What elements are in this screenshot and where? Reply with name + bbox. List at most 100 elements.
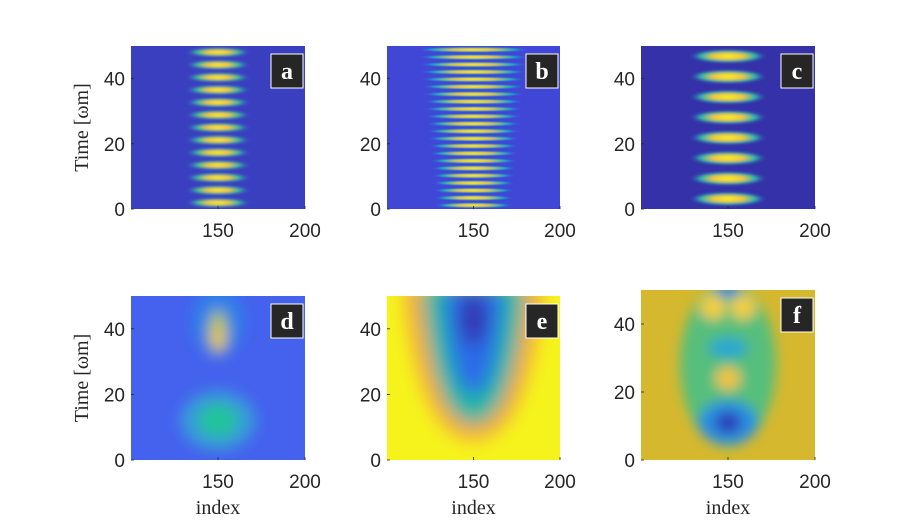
fringe <box>430 172 517 179</box>
fringe <box>420 83 527 90</box>
plot-area-d <box>131 296 305 460</box>
panel-badge-f: f <box>780 297 814 333</box>
y-tick-label: 0 <box>370 200 381 221</box>
upper-band <box>708 337 748 358</box>
fringe <box>688 150 768 166</box>
middle-spot <box>716 367 740 390</box>
fringe <box>422 98 525 105</box>
badge-label: e <box>537 309 548 335</box>
fringe <box>184 197 252 208</box>
x-tick-label: 150 <box>458 221 490 242</box>
badge-label: b <box>535 59 548 85</box>
fringe <box>418 69 529 75</box>
y-tick-label: 20 <box>104 385 125 406</box>
blob-lower <box>198 403 238 438</box>
fringe <box>688 109 768 125</box>
x-tick-label: 150 <box>202 472 234 493</box>
x-tick-label: 200 <box>289 221 321 242</box>
plot-area-c <box>641 46 815 209</box>
fringe <box>184 59 252 71</box>
fringe <box>424 120 523 127</box>
axes-d: 0 20 40 150 200 index Time [ωm] <box>71 320 321 519</box>
fringe <box>184 159 252 171</box>
fringe <box>184 122 252 133</box>
badge-box <box>525 53 559 89</box>
badge-box <box>525 303 559 339</box>
fringe <box>688 69 768 84</box>
y-tick-label: 20 <box>360 135 381 156</box>
x-tick-label: 150 <box>458 472 490 493</box>
fringe <box>688 89 768 105</box>
fringe <box>422 106 525 112</box>
core <box>459 296 488 345</box>
badge-box <box>780 297 814 333</box>
fringe <box>416 46 531 53</box>
x-tick-label: 200 <box>799 221 831 242</box>
fringe <box>427 150 520 157</box>
panel-badge-e: e <box>525 303 559 339</box>
axes-b: 0 20 40 150 200 <box>360 70 576 242</box>
y-tick-label: 40 <box>360 70 381 91</box>
x-axis-label: index <box>706 497 750 519</box>
x-axis-label: index <box>196 497 240 519</box>
y-tick-label: 0 <box>114 451 125 472</box>
fringe <box>184 184 252 196</box>
fringe <box>426 135 521 142</box>
fringe <box>432 195 515 201</box>
upper-spot-left <box>701 295 725 319</box>
fringe <box>428 158 519 164</box>
y-tick-label: 0 <box>370 451 381 472</box>
panel-a: 0 20 40 150 200 Time [ωm] a <box>71 46 321 242</box>
y-tick-label: 0 <box>624 451 635 472</box>
x-tick-label: 200 <box>799 472 831 493</box>
panel-f: 0 20 40 150 200 index f <box>614 290 831 519</box>
panel-badge-b: b <box>525 53 559 89</box>
upper-spot-right <box>731 295 755 319</box>
x-tick-label: 200 <box>289 472 321 493</box>
axes-c: 0 20 40 150 200 <box>614 70 831 242</box>
fringe <box>688 130 768 146</box>
panel-badge-a: a <box>270 53 304 89</box>
y-tick-label: 20 <box>614 135 635 156</box>
x-tick-label: 150 <box>712 221 744 242</box>
fringe <box>184 47 252 58</box>
x-axis-label: index <box>451 497 495 519</box>
fringe <box>184 134 252 146</box>
panel-c: 0 20 40 150 200 c <box>614 46 831 242</box>
y-tick-label: 20 <box>614 383 635 404</box>
badge-label: a <box>281 59 293 85</box>
axes-e: 0 20 40 150 200 index <box>360 320 576 519</box>
y-tick-label: 40 <box>104 70 125 91</box>
x-tick-label: 150 <box>202 221 234 242</box>
x-tick-label: 200 <box>544 472 576 493</box>
fringe <box>431 180 516 186</box>
axes-a: 0 20 40 150 200 Time [ωm] <box>71 70 321 242</box>
x-tick-label: 150 <box>712 472 744 493</box>
fringe <box>425 128 522 135</box>
fringe <box>419 76 528 83</box>
badge-box <box>780 53 814 89</box>
y-tick-label: 20 <box>104 135 125 156</box>
y-tick-label: 20 <box>360 385 381 406</box>
badge-label: c <box>792 59 803 85</box>
panel-e: 0 20 40 150 200 index e <box>360 296 576 519</box>
x-tick-label: 200 <box>544 221 576 242</box>
fringe <box>184 84 252 96</box>
fringe <box>421 91 526 97</box>
badge-label: f <box>793 303 802 329</box>
fringe <box>433 202 514 209</box>
top-spot <box>714 290 742 297</box>
fringe <box>417 61 530 68</box>
axes-f: 0 20 40 150 200 index <box>614 315 831 519</box>
column-hot <box>212 326 224 351</box>
panel-d: 0 20 40 150 200 index Time [ωm] d <box>71 296 321 519</box>
lower-core <box>715 411 741 434</box>
fringe <box>423 113 524 120</box>
fringe <box>184 72 252 83</box>
panel-badge-c: c <box>780 53 814 89</box>
fringe <box>184 147 252 158</box>
panel-badge-d: d <box>270 303 304 339</box>
badge-box <box>270 303 304 339</box>
fringe <box>417 54 530 60</box>
